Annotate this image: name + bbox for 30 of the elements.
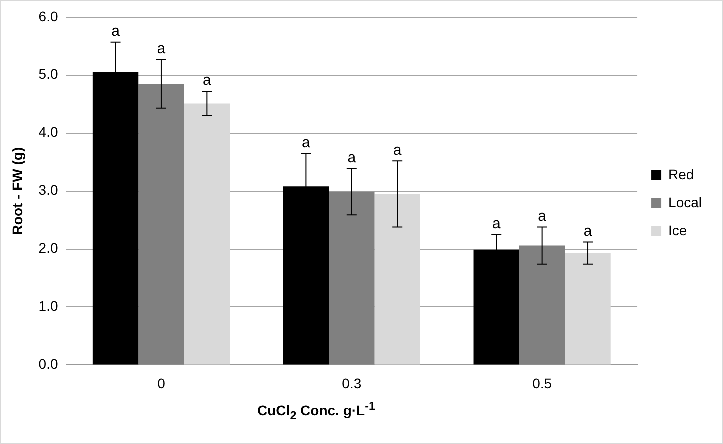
bar [329, 192, 375, 365]
y-tick-label: 1.0 [38, 298, 58, 314]
y-tick-label: 6.0 [38, 8, 58, 24]
bar [565, 253, 611, 365]
x-axis-title: CuCl$_{2}$ Conc. g·L$^{-1}$ [256, 400, 376, 422]
legend-label: Local [668, 194, 702, 210]
bar [519, 246, 566, 365]
y-tick-label: 4.0 [38, 124, 58, 140]
legend-label: Red [668, 166, 694, 182]
x-tick-label: 0.5 [532, 375, 552, 392]
y-tick-label: 3.0 [38, 182, 58, 198]
x-tick-label: 0.3 [342, 375, 362, 392]
bar [138, 84, 184, 365]
data-label: a [492, 215, 502, 232]
bar [184, 104, 230, 365]
y-tick-label: 0.0 [38, 356, 58, 372]
data-label: a [302, 134, 312, 152]
data-label: a [112, 22, 121, 40]
legend-label: Ice [668, 222, 688, 238]
x-tick-label: 0 [158, 375, 166, 392]
y-tick-label: 2.0 [38, 240, 58, 256]
bar [374, 194, 420, 365]
y-tick-label: 5.0 [38, 66, 58, 82]
data-label: a [203, 72, 212, 90]
data-label: a [393, 142, 402, 159]
y-axis-title: Root - FW (g) [9, 147, 26, 236]
data-label: a [538, 208, 548, 225]
data-label: a [584, 222, 593, 240]
data-label: a [157, 40, 166, 58]
data-label: a [348, 149, 357, 166]
